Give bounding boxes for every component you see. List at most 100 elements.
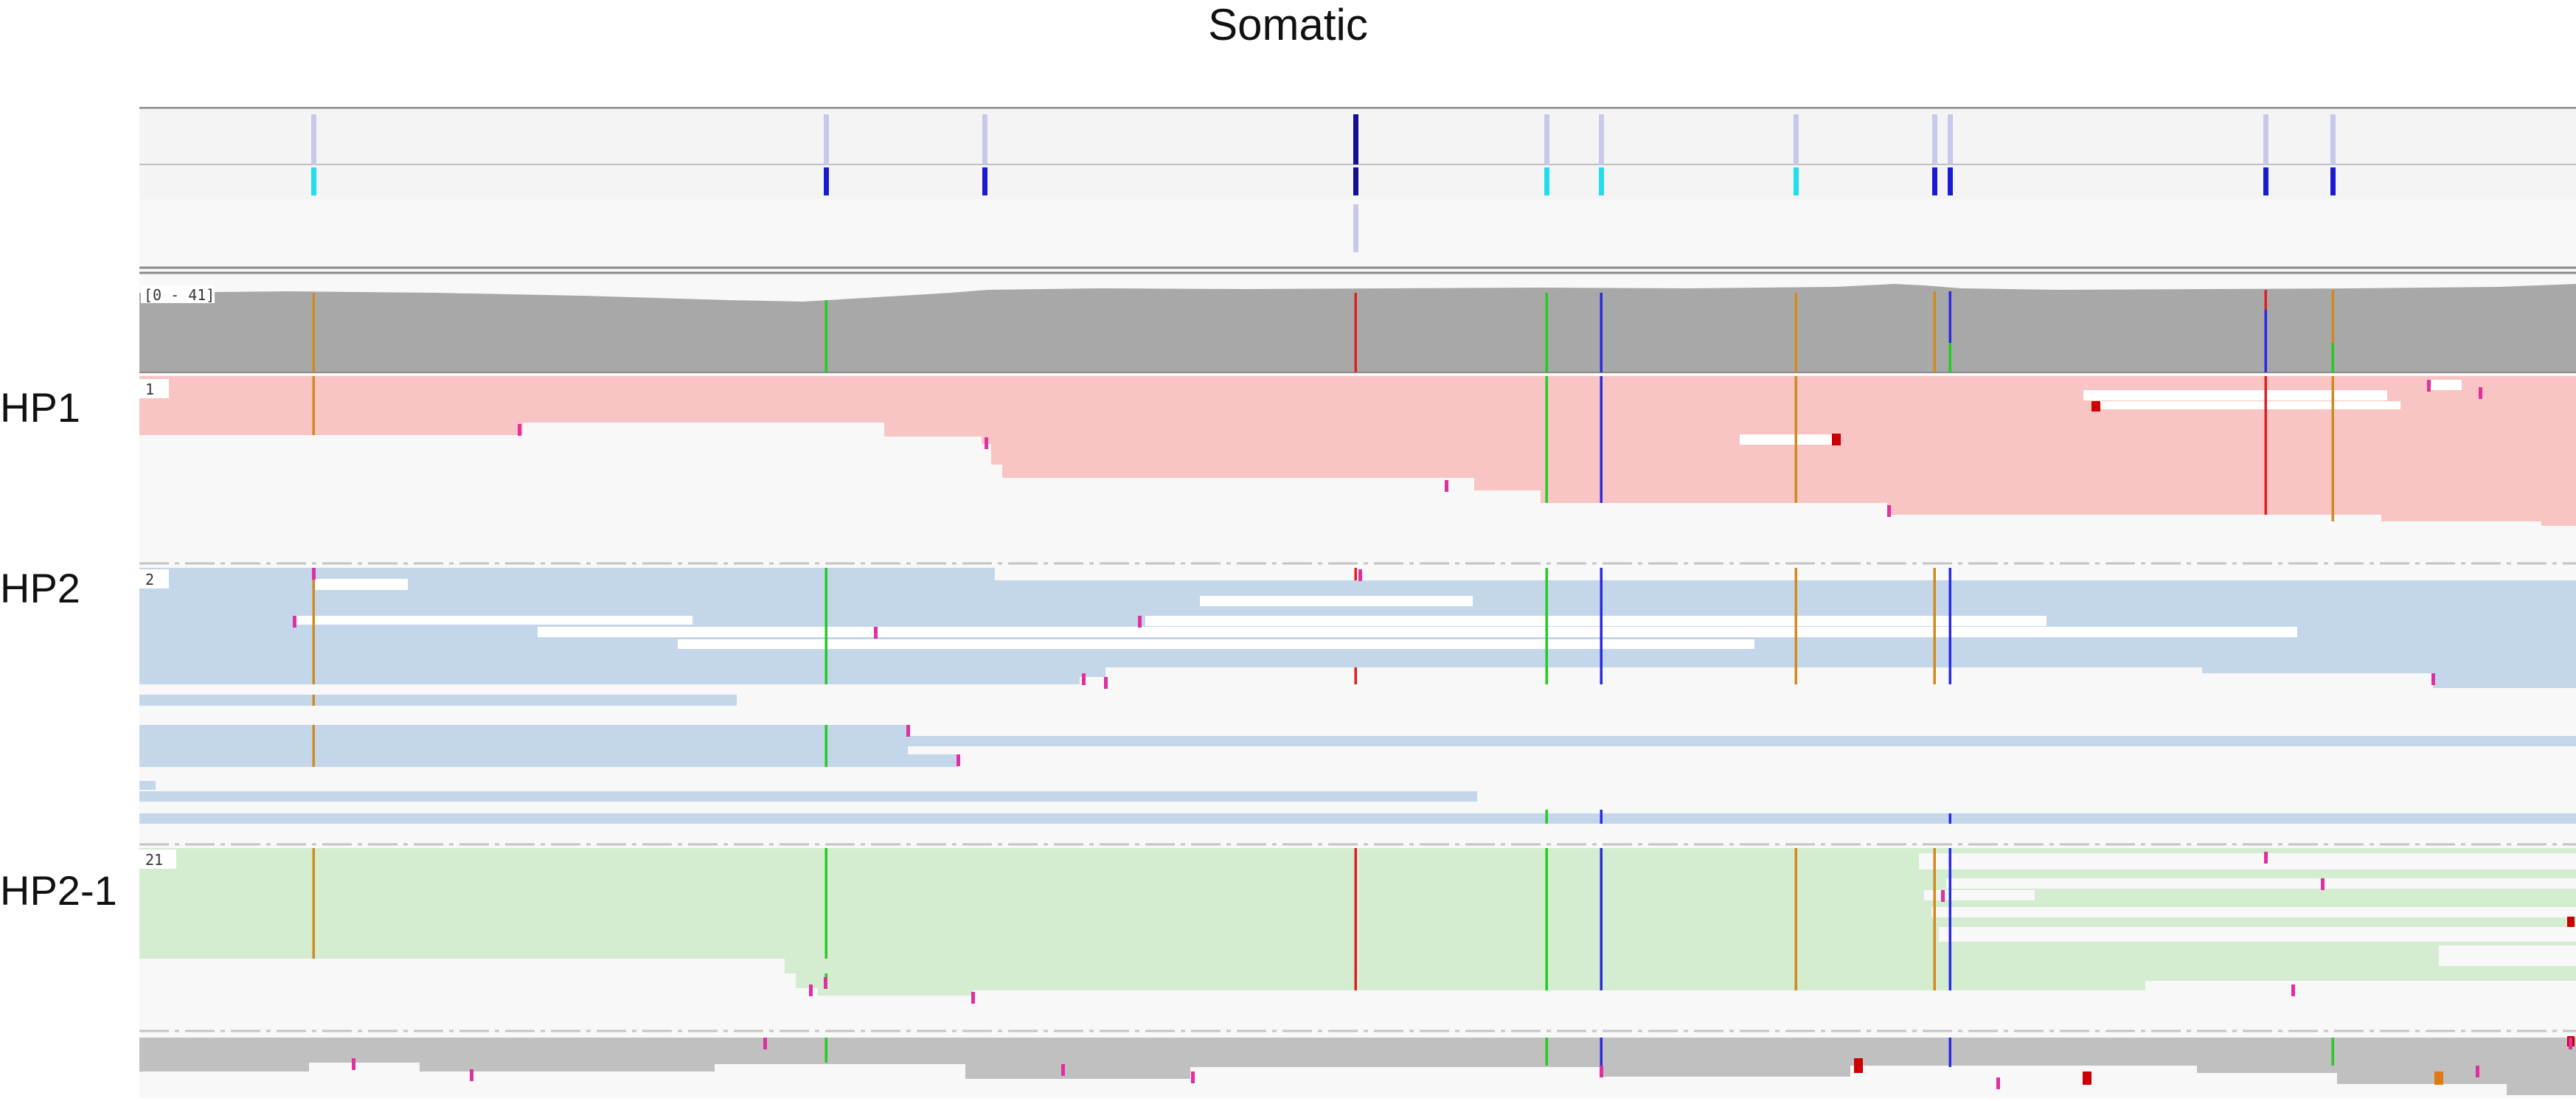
variant-genotype-marker: [1353, 167, 1358, 195]
variant-marker: [311, 114, 316, 164]
hp2-group-tag: 2: [145, 571, 154, 588]
insertion-marker: [809, 984, 813, 996]
mismatch-base: [1545, 293, 1548, 372]
mismatch-base: [1545, 568, 1548, 684]
mismatch-base: [1354, 568, 1357, 580]
insertion-marker: [1138, 616, 1142, 628]
insertion-marker: [1600, 1066, 1603, 1077]
insertion-markers: [293, 380, 2572, 1089]
hp2-read-group[interactable]: 2: [139, 568, 2576, 824]
insertion-marker: [1358, 569, 1362, 581]
variant-marker: [1353, 114, 1358, 164]
insertion-marker: [824, 977, 827, 989]
mismatch-base: [1948, 848, 1951, 990]
variant-marker: [1932, 114, 1937, 164]
label-hp2-1: HP2-1: [0, 867, 117, 914]
mismatch-base: [2264, 376, 2267, 515]
insertion-marker: [1941, 890, 1945, 902]
insertion-marker: [906, 725, 910, 737]
variant-marker: [1599, 114, 1604, 164]
insertion-marker: [1082, 673, 1086, 685]
insertion-marker: [2427, 380, 2431, 392]
variant-marker: [824, 114, 829, 164]
insertion-marker: [2321, 878, 2325, 890]
insertion-marker: [293, 616, 296, 628]
variant-marker: [2330, 114, 2336, 164]
variant-genotype-marker: [1599, 167, 1604, 195]
mismatch-base: [2331, 343, 2334, 372]
variant-genotype-marker: [2330, 167, 2336, 195]
insertion-marker: [763, 1038, 767, 1049]
mismatch-base: [2331, 1038, 2334, 1066]
variant-genotype-marker: [1544, 167, 1549, 195]
variant-marker: [1794, 114, 1799, 164]
variant-genotype-marker: [2263, 167, 2268, 195]
mismatch-base: [1354, 293, 1357, 372]
mismatch-base: [1948, 343, 1951, 372]
insertion-marker: [1191, 1072, 1195, 1083]
mismatch-base: [1600, 376, 1603, 503]
mismatch-base: [1545, 810, 1548, 824]
insertion-marker: [2569, 1038, 2572, 1049]
mismatch-base: [1600, 810, 1603, 824]
mismatch-base: [312, 376, 315, 435]
label-hp1: HP1: [0, 384, 80, 431]
mismatch-base: [1354, 848, 1357, 990]
mismatch-base: [1948, 291, 1951, 343]
coverage-track[interactable]: [0 - 41]: [139, 284, 2576, 372]
variant-marker: [1544, 114, 1549, 164]
mismatch-base: [1545, 848, 1548, 990]
insertion-marker: [312, 568, 316, 580]
mismatch-base: [1948, 1038, 1951, 1067]
insertion-marker: [518, 424, 521, 436]
mismatch-base: [824, 1038, 827, 1063]
mismatch-base: [1600, 848, 1603, 990]
variant-genotype-marker: [1948, 167, 1953, 195]
insertion-marker: [2264, 852, 2268, 864]
mismatch-columns: [312, 290, 2334, 1067]
insertion-marker: [957, 754, 960, 766]
insertion-marker: [1996, 1077, 2000, 1089]
variant-marker: [1353, 204, 1358, 252]
figure-title: Somatic: [1208, 0, 1368, 49]
mismatch-base: [1948, 568, 1951, 684]
hp2-1-read-group[interactable]: 21: [139, 848, 2576, 996]
mismatch-base: [2264, 290, 2267, 310]
mismatch-base: [824, 848, 827, 959]
mismatch-base: [2331, 376, 2334, 521]
insertion-marker: [2476, 1066, 2479, 1077]
mismatch-base: [824, 725, 827, 767]
mismatch-base: [824, 300, 827, 372]
mismatch-base: [1933, 568, 1936, 684]
variant-markers[interactable]: [311, 114, 2336, 252]
alignment-canvas: [0 - 41] 1 2: [139, 107, 2576, 1095]
variant-marker: [1948, 114, 1953, 164]
insertion-marker: [2431, 673, 2435, 685]
insertion-marker: [971, 992, 975, 1004]
variant-marker: [982, 114, 987, 164]
mismatch-base: [1794, 293, 1797, 372]
mismatch-base: [1794, 568, 1797, 684]
variant-genotype-marker: [982, 167, 987, 195]
variant-marker: [2263, 114, 2268, 164]
mismatch-base: [1948, 813, 1951, 824]
variant-genotype-marker: [1932, 167, 1937, 195]
variant-genotype-marker: [311, 167, 316, 195]
mismatch-base: [2264, 310, 2267, 372]
hp1-read-group[interactable]: 1: [139, 376, 2576, 526]
hp2-1-group-tag: 21: [145, 851, 163, 869]
insertion-marker: [2479, 387, 2482, 399]
mismatch-base: [2331, 290, 2334, 343]
insertion-marker: [985, 437, 988, 449]
mismatch-base: [1933, 291, 1936, 372]
genome-browser-view[interactable]: [0 - 41] 1 2: [139, 107, 2576, 1099]
mismatch-base: [312, 725, 315, 767]
mismatch-base: [1933, 848, 1936, 990]
insertion-marker: [1445, 480, 1448, 492]
mismatch-base: [1600, 568, 1603, 684]
insertion-marker: [1104, 677, 1108, 689]
coverage-range-label: [0 - 41]: [144, 286, 215, 304]
insertion-marker: [1887, 505, 1891, 517]
mismatch-base: [1794, 376, 1797, 503]
mismatch-base: [1600, 293, 1603, 372]
